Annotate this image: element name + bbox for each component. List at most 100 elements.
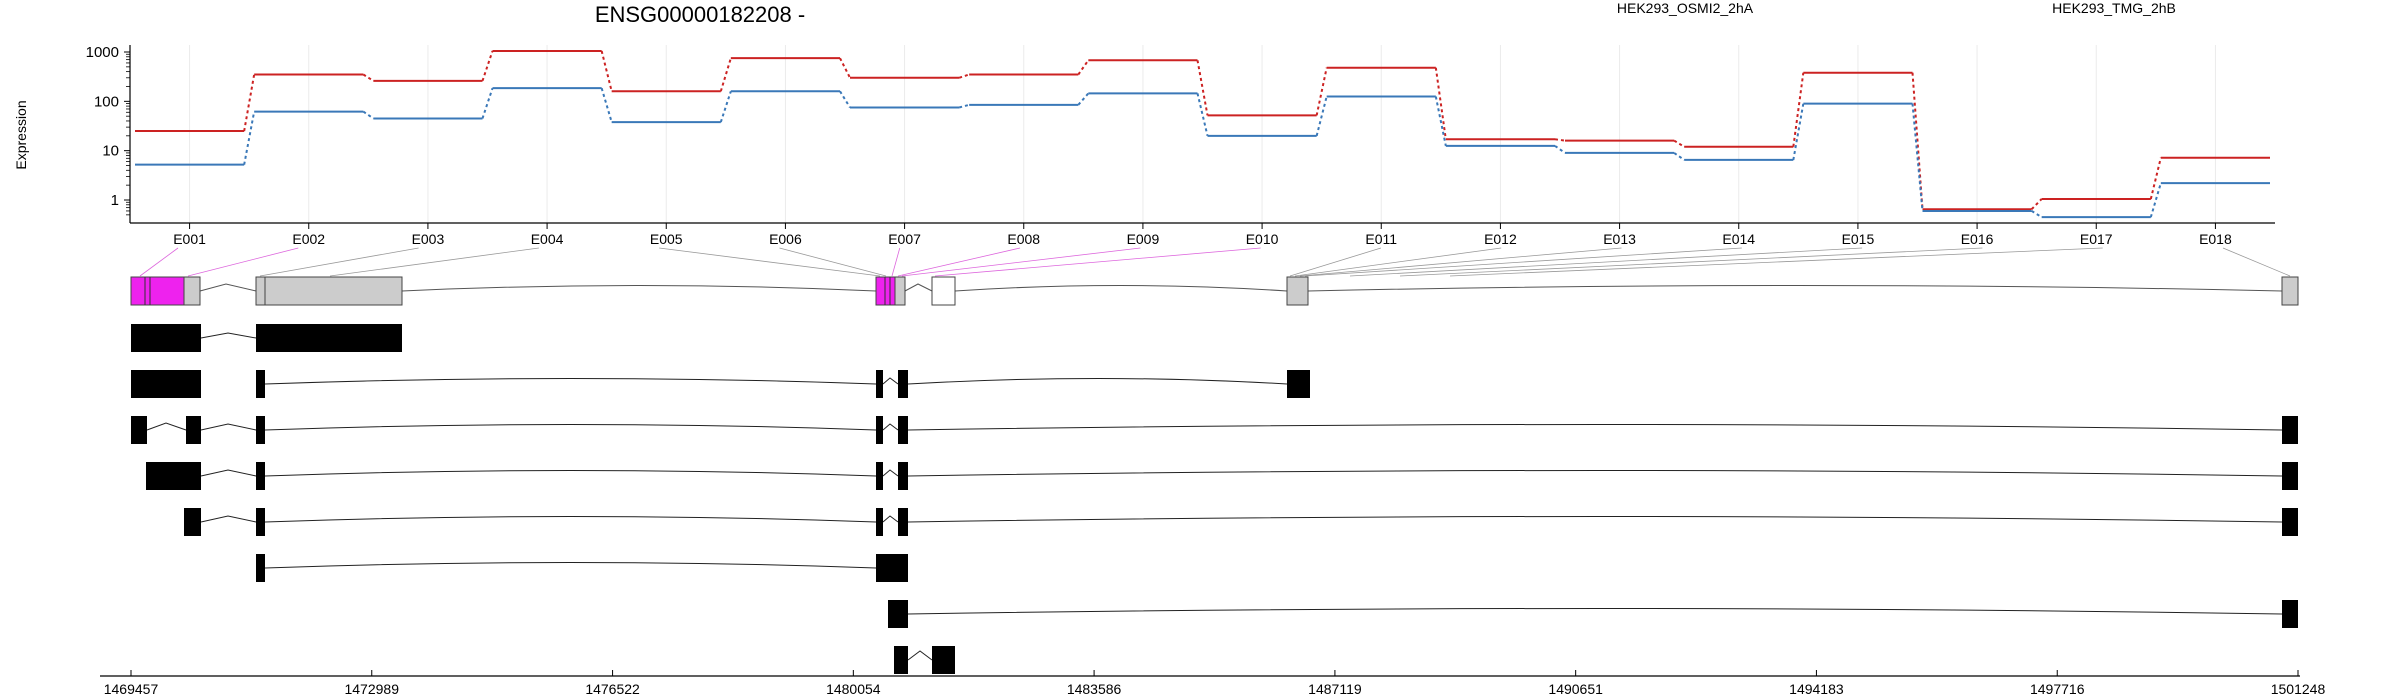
series-1-connector <box>481 50 494 82</box>
transcript-exon <box>256 554 265 582</box>
legend-series-2: HEK293_TMG_2hB <box>2052 0 2176 16</box>
exon-links <box>139 247 2291 277</box>
transcript-exon <box>898 462 908 490</box>
transcript-exon <box>898 370 908 398</box>
grid <box>189 45 2216 223</box>
series-2-connector <box>1434 96 1447 147</box>
transcript-exon <box>256 416 265 444</box>
gene-exon <box>255 276 266 306</box>
exon-link <box>659 247 881 277</box>
transcripts <box>131 324 2298 674</box>
transcript-exon <box>876 462 883 490</box>
series-1-connector <box>1196 60 1209 116</box>
transcript-exon <box>876 370 883 398</box>
x-tick-label: E013 <box>1603 231 1636 247</box>
series-2-connector <box>719 90 732 123</box>
genome-tick-label: 1487119 <box>1308 681 1362 697</box>
genome-tick-label: 1501248 <box>2271 681 2326 697</box>
exon-link <box>891 247 901 277</box>
y-axis-label: Expression <box>13 100 29 169</box>
x-tick-label: E001 <box>173 231 206 247</box>
series-2-connector <box>839 90 851 109</box>
genome-tick-label: 1494183 <box>1789 681 1844 697</box>
transcript-exon <box>2282 462 2298 490</box>
transcript-intron <box>264 562 877 569</box>
exon-link <box>779 247 887 277</box>
transcript-exon <box>2282 508 2298 536</box>
transcript-exon <box>131 324 201 352</box>
series-2-connector <box>1196 93 1209 137</box>
transcript-exon <box>256 324 402 352</box>
x-tick-label: E012 <box>1484 231 1517 247</box>
series-2-connector <box>1911 103 1924 212</box>
tick-labels: 1 10 100 1000 E001 E002 E003 E004 E005 E006 E007 E0… <box>86 44 2232 247</box>
series-1-connector <box>958 73 970 79</box>
exon-link <box>897 247 1021 277</box>
x-tick-label: E008 <box>1007 231 1040 247</box>
series-2-connector <box>1673 152 1685 161</box>
series-2-connector <box>362 110 374 120</box>
exon-link <box>1289 247 1382 277</box>
gene-intron-line <box>199 283 2283 292</box>
series-2-connector <box>1554 145 1566 154</box>
transcript-exon <box>131 416 147 444</box>
transcript-exon <box>2282 600 2298 628</box>
x-tick-label: E015 <box>1842 231 1875 247</box>
x-tick-label: E010 <box>1246 231 1279 247</box>
exon-link <box>329 247 539 277</box>
legend-series-1: HEK293_OSMI2_2hA <box>1617 0 1754 16</box>
transcript-exon <box>894 646 908 674</box>
gene-exon <box>130 276 185 306</box>
gene-exon <box>1286 276 1309 306</box>
x-tick-label: E018 <box>2199 231 2232 247</box>
series-1-connector <box>2149 157 2162 200</box>
y-tick-label: 1 <box>111 192 119 209</box>
transcript-exon <box>876 554 908 582</box>
x-tick-label: E004 <box>531 231 564 247</box>
series-1-connector <box>1554 138 1566 142</box>
transcript-intron <box>200 515 2283 523</box>
exon-link <box>139 247 179 277</box>
series-1-connector <box>1077 59 1090 76</box>
gene-model <box>130 276 2299 306</box>
x-tick-label: E014 <box>1722 231 1755 247</box>
y-tick-label: 1000 <box>86 44 119 61</box>
genome-axis: 1469457 1472989 1476522 1480054 1483586 14871… <box>100 670 2325 697</box>
series-1-connector <box>1792 72 1805 147</box>
transcript-exon <box>898 508 908 536</box>
series-2-connector <box>1315 96 1328 137</box>
gene-exon <box>264 276 403 306</box>
transcript-exon <box>256 370 265 398</box>
exon-link <box>1449 247 2103 277</box>
series-1-connector <box>839 57 851 79</box>
exon-link <box>259 247 419 277</box>
transcript-intron <box>200 469 2283 477</box>
series-1-connector <box>1673 139 1685 148</box>
exon-link <box>2222 247 2291 277</box>
series-1-connector <box>1434 67 1447 140</box>
transcript-intron <box>264 377 1288 385</box>
series-lines <box>135 49 2270 219</box>
gene-exon <box>894 276 906 306</box>
transcript-exon <box>256 462 265 490</box>
transcript-exon <box>876 416 883 444</box>
exon-link <box>901 247 1141 277</box>
y-tick-label: 100 <box>94 93 119 110</box>
transcript-exon <box>1287 370 1310 398</box>
series-1-connector <box>600 50 613 92</box>
exon-link <box>1349 247 1863 277</box>
series-2-connector <box>243 111 256 165</box>
x-tick-label: E016 <box>1961 231 1994 247</box>
gene-exon <box>931 276 956 306</box>
x-tick-label: E006 <box>769 231 802 247</box>
genome-tick-label: 1469457 <box>104 681 159 697</box>
x-tick-label: E007 <box>888 231 921 247</box>
transcript-intron <box>146 422 2283 431</box>
transcript-exon <box>146 462 201 490</box>
series-2-connector <box>958 103 970 109</box>
series-1-connector <box>362 73 374 82</box>
gene-exon <box>183 276 201 306</box>
transcript-exon <box>186 416 201 444</box>
chart-title: ENSG00000182208 - <box>595 2 805 27</box>
